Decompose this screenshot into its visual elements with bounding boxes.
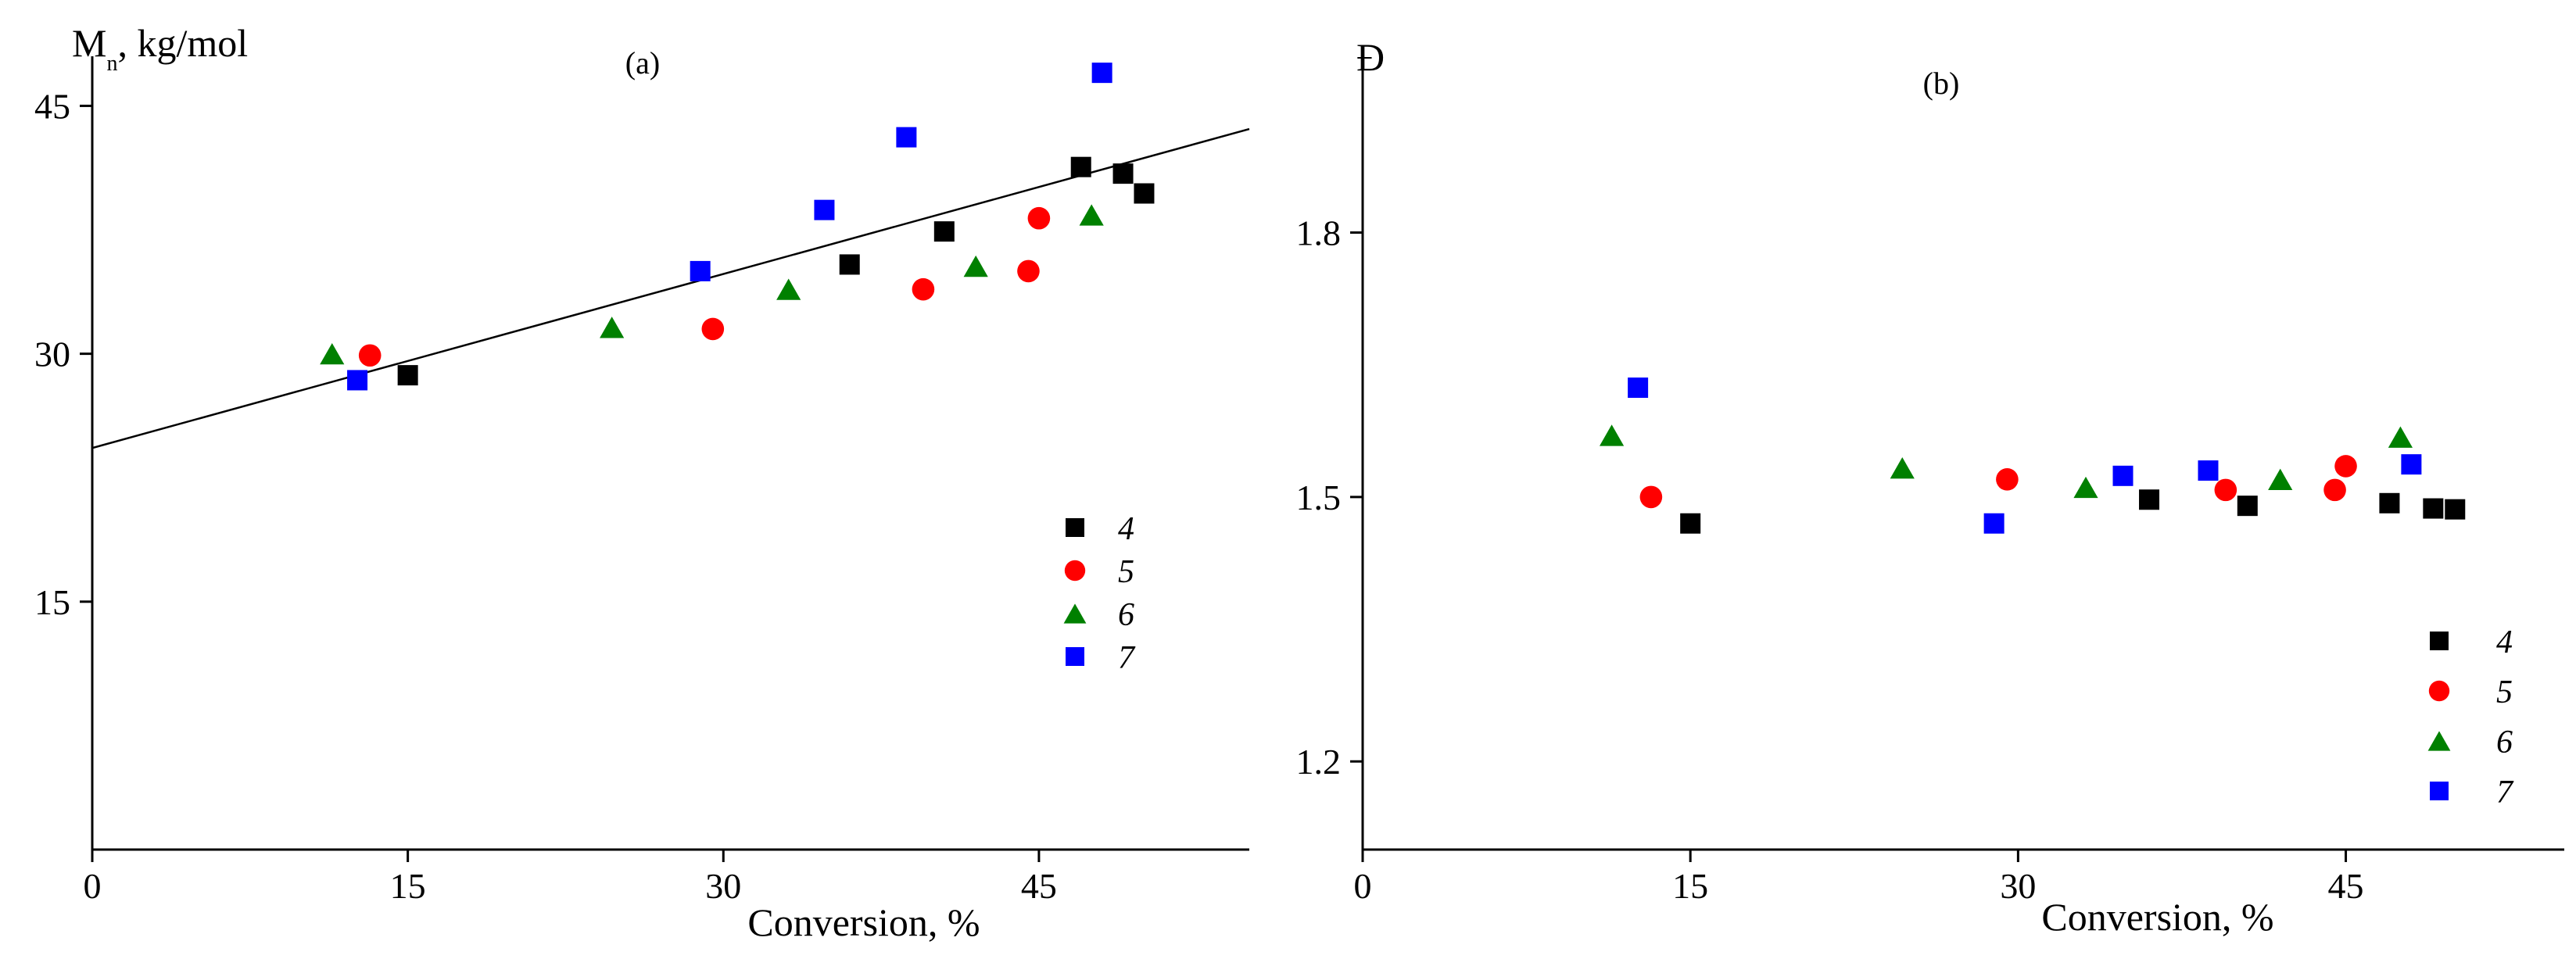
panel-a-series-5-point	[1017, 259, 1040, 283]
panel-b-x-tick-label: 15	[1672, 866, 1708, 906]
panel-a-series-5-point	[912, 277, 935, 301]
panel-a-legend: 4 5 6 7	[1063, 511, 1136, 676]
panel-a-legend-label-5: 5	[1118, 554, 1134, 590]
panel-a-y-tick-label: 15	[34, 582, 70, 622]
panel-a-legend-marker-6	[1063, 603, 1087, 624]
panel-a-series-7-point	[896, 127, 917, 148]
panel-b-y-axis-label: Đ	[1356, 35, 1385, 79]
panel-a-series-6-point	[963, 255, 988, 277]
panel-b-x-axis-label: Conversion, %	[2041, 895, 2273, 939]
panel-b-legend-label-4: 4	[2496, 624, 2513, 660]
panel-a-series-7-point	[1091, 63, 1112, 84]
panel-b-legend-marker-4	[2430, 632, 2449, 650]
panel-b-legend-label-7: 7	[2496, 775, 2514, 810]
panel-a-x-tick-label: 45	[1021, 866, 1057, 906]
panel-a-series-6-point	[776, 278, 801, 300]
panel-b-series-7-point	[2198, 460, 2219, 481]
panel-a-series-5-point	[358, 344, 382, 367]
panel-a-label: (a)	[625, 45, 660, 81]
panel-a-series-4-point	[933, 221, 955, 242]
panel-b-legend-label-6: 6	[2496, 725, 2513, 760]
panel-b-series-5-point	[1639, 485, 1663, 509]
panel-b-legend-marker-7	[2430, 782, 2449, 800]
panel-a-y-axis-label-main: M	[72, 21, 106, 65]
panel-a-y-axis-label-subscript: n	[106, 52, 117, 76]
panel-b-series-5-point	[2323, 478, 2346, 502]
panel-b-series-7-point	[1983, 513, 2005, 534]
panel-a-series-4-point	[1112, 163, 1134, 184]
panel-b-y-tick-label: 1.5	[1296, 478, 1342, 517]
panel-a-series-4-point	[397, 365, 418, 386]
panel-a-series-4-point	[1134, 183, 1155, 204]
panel-a-series-4-point	[1070, 156, 1091, 177]
panel-a-y-axis-label-rest: , kg/mol	[117, 21, 248, 65]
panel-a-legend-label-6: 6	[1118, 597, 1134, 633]
panel-b-legend-marker-5	[2428, 680, 2450, 702]
panel-a-legend-marker-4	[1066, 518, 1084, 537]
panel-a-series-7-point	[814, 199, 835, 220]
panel-a-series-7-point	[347, 370, 368, 391]
panel-b-series-5-point	[2334, 455, 2357, 478]
panel-a-y-axis-label: Mn, kg/mol	[72, 21, 248, 76]
panel-b-series-6-point	[1890, 457, 1915, 479]
panel-a-x-tick-label: 0	[84, 866, 102, 906]
panel-a-series-5-point	[1027, 206, 1051, 230]
panel-b-series-6-point	[2388, 426, 2413, 448]
panel-b-series-7-point	[2401, 454, 2422, 475]
panel-b-y-tick-label: 1.2	[1296, 742, 1342, 782]
panel-a-legend-marker-7	[1066, 647, 1084, 666]
panel-b-x-tick-label: 45	[2328, 866, 2364, 906]
panel-a-legend-label-4: 4	[1118, 511, 1134, 547]
panel-b-series-4-point	[2139, 489, 2160, 510]
panel-b-series-6-point	[2268, 468, 2293, 490]
panel-b-series-5-point	[1996, 468, 2019, 491]
panel-a-series-6-point	[320, 342, 345, 365]
panel-b-legend-marker-6	[2427, 731, 2451, 751]
panel-a-x-tick-label: 15	[390, 866, 426, 906]
panel-b-series-4-point	[2423, 498, 2444, 519]
panel-b-series-4-point	[1680, 513, 1701, 534]
panel-b-series-6-point	[1599, 424, 1625, 446]
panel-b-legend-label-5: 5	[2496, 675, 2513, 710]
panel-a-x-tick-label: 30	[705, 866, 741, 906]
panel-a-fit-line	[91, 127, 1250, 449]
panel-a-series-5-point	[701, 317, 725, 341]
panel-b-label: (b)	[1923, 66, 1960, 101]
panel-a-legend-marker-5	[1064, 560, 1086, 581]
panel-a-y-tick-label: 45	[34, 86, 70, 126]
panel-b-series-5-point	[2214, 478, 2237, 502]
panel-b-x-tick-label: 0	[1354, 866, 1372, 906]
panel-b-series-4-point	[2379, 492, 2400, 513]
panel-b-series-6-point	[2073, 476, 2098, 499]
panel-a-series-4-point	[839, 254, 860, 275]
panel-a-y-tick-label: 30	[34, 335, 70, 374]
panel-a-series-7-point	[690, 260, 711, 281]
panel-b-legend: 4 5 6 7	[2427, 624, 2514, 810]
panel-b-series-4-point	[2237, 496, 2258, 517]
panel-b-series-4-point	[2445, 499, 2466, 520]
panel-a-series-6-point	[600, 317, 625, 338]
panel-a-x-axis-label: Conversion, %	[747, 900, 980, 944]
panel-b-y-tick-label: 1.8	[1296, 213, 1342, 253]
panel-a-legend-label-7: 7	[1118, 640, 1136, 676]
panel-a-series-6-point	[1079, 204, 1104, 226]
panel-b-series-7-point	[1628, 378, 1649, 399]
panel-b-x-tick-label: 30	[2000, 866, 2036, 906]
panel-b-series-7-point	[2112, 465, 2134, 486]
